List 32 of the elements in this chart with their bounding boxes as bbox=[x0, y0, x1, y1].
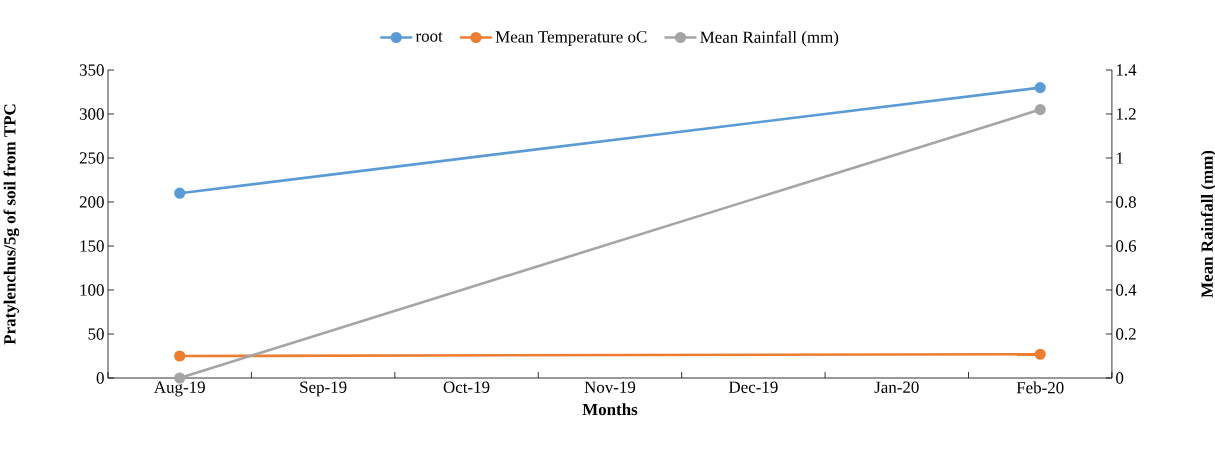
point bbox=[174, 350, 186, 362]
y2-tick-label: 0.6 bbox=[1116, 240, 1137, 252]
y2-tick-label: 0.4 bbox=[1116, 284, 1137, 296]
point bbox=[1034, 82, 1046, 94]
x-tick-label: Jan-20 bbox=[874, 381, 919, 393]
y-tick-label: 300 bbox=[79, 108, 104, 120]
legend-label: Mean Temperature oC bbox=[495, 31, 647, 47]
x-axis-title: Months bbox=[582, 403, 638, 416]
x-tick-label: Oct-19 bbox=[443, 381, 490, 393]
legend-label: Mean Rainfall (mm) bbox=[700, 30, 839, 47]
y2-tick-label: 1.2 bbox=[1116, 108, 1136, 120]
y2-tick-label: 1.4 bbox=[1116, 64, 1137, 76]
y2-tick-label: 1 bbox=[1116, 152, 1123, 164]
x-tick-label: Aug-19 bbox=[154, 381, 205, 397]
x-tick-label: Sep-19 bbox=[300, 381, 347, 397]
legend-label: root bbox=[415, 32, 443, 42]
y-axis-title: Pratylenchus/5g of soil from TPC bbox=[3, 104, 20, 345]
y-tick-label: 150 bbox=[80, 240, 104, 252]
point bbox=[1034, 348, 1046, 360]
y-tick-label: 0 bbox=[96, 372, 104, 384]
y-tick-label: 350 bbox=[79, 64, 104, 76]
x-tick-label: Dec-19 bbox=[728, 381, 778, 393]
x-tick-label: Nov-19 bbox=[584, 381, 636, 393]
y-tick-label: 200 bbox=[79, 196, 104, 208]
y-tick-label: 250 bbox=[79, 152, 104, 164]
y-tick-label: 100 bbox=[80, 284, 104, 296]
x-tick-label: Feb-20 bbox=[1016, 381, 1064, 394]
y2-tick-label: 0 bbox=[1116, 372, 1124, 384]
y2-tick-label: 0.2 bbox=[1116, 328, 1136, 340]
y-tick-label: 50 bbox=[88, 328, 104, 340]
y2-tick-label: 0.8 bbox=[1116, 196, 1136, 208]
point bbox=[174, 187, 186, 199]
